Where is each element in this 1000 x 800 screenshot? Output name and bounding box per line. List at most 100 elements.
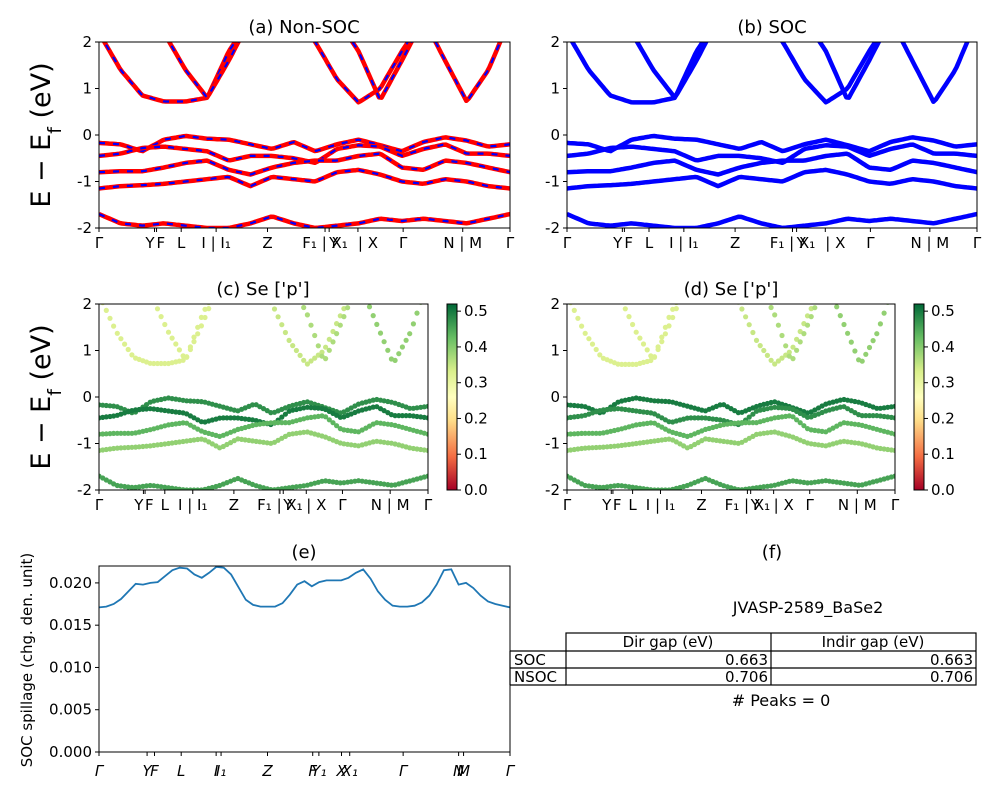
soc-band-line <box>99 213 510 228</box>
panel-e-xtick-label: F <box>150 762 159 780</box>
projection-point <box>217 415 223 421</box>
projection-point <box>297 352 303 358</box>
projection-point <box>866 344 873 351</box>
soc-band-line <box>103 42 237 103</box>
panel-c-xtick-label: Γ <box>338 496 347 514</box>
panel-d-xtick-label: N | M <box>838 496 877 514</box>
projection-point <box>271 306 278 312</box>
panel-a-xtick-label: Γ <box>506 234 515 252</box>
projection-point <box>630 321 636 328</box>
panel-c-ytick-label: -2 <box>77 481 92 499</box>
projection-point <box>892 431 895 437</box>
panel-d-xtick-label: Y <box>601 496 612 514</box>
projection-point <box>330 339 336 345</box>
panel-a-xtick-label: Γ <box>399 234 408 252</box>
projection-point <box>210 297 215 302</box>
projection-point <box>622 306 628 312</box>
colorbar-tick-label: 0.0 <box>931 481 955 499</box>
projection-point <box>764 352 771 358</box>
projection-point <box>282 420 288 426</box>
projection-point <box>118 430 124 436</box>
panel-c-xtick-label: Z <box>229 496 239 514</box>
projection-point <box>666 314 672 320</box>
projection-point <box>136 407 142 413</box>
projection-point <box>326 417 332 423</box>
projection-point <box>308 358 314 364</box>
colorbar-c-gradient <box>446 303 458 491</box>
projection-point <box>176 347 182 353</box>
projection-point <box>630 361 636 367</box>
panel-b-xtick-label: Γ <box>973 234 982 252</box>
panel-b-title: (b) SOC <box>737 17 806 38</box>
projection-point <box>326 347 332 353</box>
panel-a-ytick-label: -2 <box>77 219 92 237</box>
panel-e-xtick-label: Z <box>261 762 273 780</box>
projection-point <box>622 361 628 367</box>
projection-point <box>282 411 288 417</box>
projection-point <box>282 485 288 490</box>
projection-point <box>644 347 650 353</box>
projection-point <box>122 341 128 347</box>
panel-e-ytick-label: 0.015 <box>49 616 92 634</box>
soc-band-line <box>567 133 977 154</box>
panel-c-ylabel: E − Ef (eV) <box>26 324 66 469</box>
projection-point <box>312 355 318 361</box>
panel-a-ytick-label: -1 <box>77 173 92 191</box>
panel-c-xtick-label: Γ <box>424 496 433 514</box>
panel-e-xtick-label: F <box>308 762 317 780</box>
projection-point <box>118 336 124 342</box>
projection-point <box>801 423 807 429</box>
projection-point <box>695 415 701 421</box>
soc-band-line <box>567 211 977 228</box>
nonsoc-band-line <box>99 151 510 177</box>
panel-a-xtick-label: Y <box>328 234 339 252</box>
projection-point <box>191 398 197 404</box>
projection-point <box>268 420 274 426</box>
projection-point <box>330 420 336 426</box>
projection-point <box>637 335 643 341</box>
projection-point <box>195 331 201 337</box>
projection-point <box>399 344 405 350</box>
panel-d-xtick-label: Γ <box>891 496 900 514</box>
projection-point <box>659 334 665 340</box>
projection-point <box>191 339 197 345</box>
projection-point <box>877 321 884 327</box>
projection-point <box>794 336 800 342</box>
projection-point <box>392 357 398 363</box>
panel-e-frame <box>98 565 511 753</box>
projection-point <box>399 413 405 419</box>
projection-point <box>381 339 387 345</box>
projection-point <box>187 346 193 353</box>
projection-point <box>640 341 647 347</box>
projection-point <box>797 339 803 345</box>
projection-point <box>772 312 778 318</box>
projection-point <box>195 398 201 404</box>
projection-point <box>425 473 428 479</box>
projection-point <box>655 398 661 404</box>
projection-point <box>319 349 325 355</box>
panel-d-points <box>567 304 895 490</box>
projection-point <box>582 330 588 336</box>
projection-point <box>125 444 131 451</box>
projection-point <box>345 305 351 311</box>
panel-d-xtick-label: F <box>613 496 622 514</box>
colorbar-tick-label: 0.5 <box>464 302 488 320</box>
projection-point <box>410 321 416 327</box>
projection-point <box>114 430 120 436</box>
panel-a-xtick-label: Y <box>144 234 155 252</box>
panel-a-xtick-label: Z <box>262 234 272 252</box>
projection-point <box>103 431 109 437</box>
panel-b-xtick-label: Y <box>796 234 807 252</box>
panel-b-xtick-label: Y <box>612 234 623 252</box>
projection-point <box>425 415 428 421</box>
projection-point <box>593 430 599 436</box>
panel-d-ytick-label: 1 <box>550 342 560 360</box>
projection-point <box>370 313 376 319</box>
projection-point <box>151 298 156 303</box>
projection-point <box>772 361 778 367</box>
projection-point <box>589 430 596 436</box>
projection-point <box>841 321 847 328</box>
